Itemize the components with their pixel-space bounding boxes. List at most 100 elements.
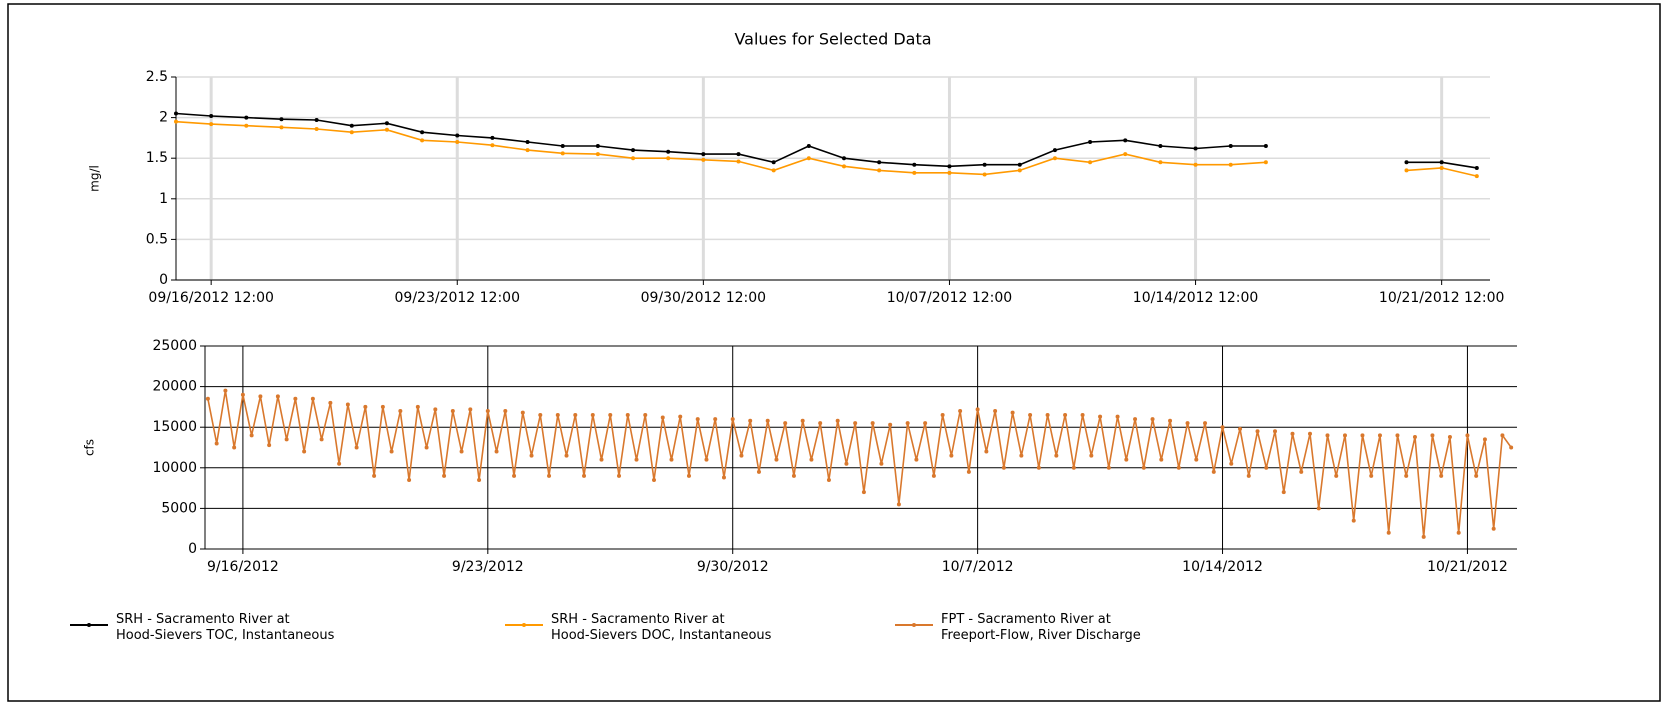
data-point bbox=[459, 449, 464, 454]
data-point bbox=[739, 453, 744, 458]
data-point bbox=[1001, 465, 1006, 470]
data-point bbox=[1019, 453, 1024, 458]
data-point bbox=[1203, 421, 1208, 426]
data-point bbox=[826, 477, 831, 482]
data-point bbox=[1054, 453, 1059, 458]
data-point bbox=[608, 413, 613, 418]
data-point bbox=[209, 113, 214, 118]
data-point bbox=[1439, 473, 1444, 478]
data-point bbox=[275, 394, 280, 399]
data-point bbox=[701, 152, 706, 157]
frame bbox=[7, 3, 1661, 702]
data-point bbox=[477, 477, 482, 482]
data-point bbox=[1238, 426, 1243, 431]
data-point bbox=[349, 123, 354, 128]
data-point bbox=[1211, 469, 1216, 474]
data-point bbox=[174, 111, 178, 116]
y-tick-label: 0 bbox=[159, 272, 168, 288]
data-point bbox=[1063, 413, 1068, 418]
x-tick-label: 9/23/2012 bbox=[452, 559, 524, 575]
data-point bbox=[450, 408, 455, 413]
data-point bbox=[905, 421, 910, 426]
data-point bbox=[384, 121, 389, 126]
data-point bbox=[520, 410, 525, 415]
data-point bbox=[525, 139, 530, 144]
data-point bbox=[1115, 414, 1120, 419]
data-point bbox=[1360, 433, 1365, 438]
data-point bbox=[415, 404, 420, 409]
data-point bbox=[1307, 431, 1312, 436]
data-point bbox=[841, 156, 846, 161]
x-tick-label: 10/21/2012 bbox=[1427, 559, 1508, 575]
data-point bbox=[455, 139, 460, 144]
data-point bbox=[354, 445, 359, 450]
data-point bbox=[1316, 506, 1321, 511]
data-point bbox=[1089, 453, 1094, 458]
data-point bbox=[560, 144, 565, 149]
data-point bbox=[1193, 162, 1198, 167]
data-point bbox=[525, 148, 530, 153]
data-point bbox=[1456, 530, 1461, 535]
data-point bbox=[877, 160, 882, 165]
y-tick-label: 1.5 bbox=[146, 150, 168, 166]
data-point bbox=[319, 437, 324, 442]
data-point bbox=[328, 400, 333, 405]
data-point bbox=[433, 407, 438, 412]
data-point bbox=[560, 151, 565, 156]
data-point bbox=[380, 404, 385, 409]
data-point bbox=[503, 408, 508, 413]
data-point bbox=[1052, 156, 1057, 161]
data-point bbox=[1246, 473, 1251, 478]
data-point bbox=[1228, 144, 1233, 149]
data-point bbox=[701, 157, 706, 162]
x-tick-label: 09/30/2012 12:00 bbox=[641, 290, 767, 306]
data-point bbox=[931, 473, 936, 478]
data-point bbox=[1369, 473, 1374, 478]
x-tick-label: 10/14/2012 12:00 bbox=[1133, 290, 1259, 306]
data-point bbox=[1281, 490, 1286, 495]
data-point bbox=[713, 417, 718, 422]
data-point bbox=[420, 138, 425, 143]
data-point bbox=[721, 475, 726, 480]
data-point bbox=[1017, 162, 1022, 167]
data-point bbox=[494, 449, 499, 454]
data-point bbox=[1430, 433, 1435, 438]
data-point bbox=[879, 461, 884, 466]
x-tick-label: 10/14/2012 bbox=[1182, 559, 1263, 575]
data-point bbox=[279, 125, 284, 130]
data-point bbox=[1263, 144, 1268, 149]
data-point bbox=[877, 168, 882, 173]
data-point bbox=[1439, 165, 1444, 170]
y-tick-label: 0.5 bbox=[146, 231, 168, 247]
data-point bbox=[783, 421, 788, 426]
data-point bbox=[1150, 417, 1155, 422]
data-point bbox=[214, 441, 219, 446]
data-point bbox=[982, 162, 987, 167]
data-point bbox=[958, 408, 963, 413]
y-tick-label: 25000 bbox=[152, 338, 197, 354]
data-point bbox=[582, 473, 587, 478]
data-point bbox=[555, 413, 560, 418]
data-point bbox=[1158, 160, 1163, 165]
y-axis-label: mg/l bbox=[88, 165, 102, 192]
data-point bbox=[1036, 465, 1041, 470]
data-point bbox=[1123, 138, 1128, 143]
data-point bbox=[947, 164, 952, 169]
data-point bbox=[240, 392, 245, 397]
data-point bbox=[1255, 429, 1260, 434]
data-point bbox=[1071, 465, 1076, 470]
data-point bbox=[1141, 465, 1146, 470]
data-point bbox=[1158, 144, 1163, 149]
data-point bbox=[643, 413, 648, 418]
data-point bbox=[984, 449, 989, 454]
data-point bbox=[660, 415, 665, 420]
data-point bbox=[651, 477, 656, 482]
y-tick-label: 5000 bbox=[161, 500, 197, 516]
series-line bbox=[175, 112, 1477, 169]
data-point bbox=[595, 152, 600, 157]
data-point bbox=[1412, 434, 1417, 439]
data-point bbox=[1439, 160, 1444, 165]
data-point bbox=[590, 413, 595, 418]
data-point bbox=[966, 469, 971, 474]
data-point bbox=[940, 413, 945, 418]
